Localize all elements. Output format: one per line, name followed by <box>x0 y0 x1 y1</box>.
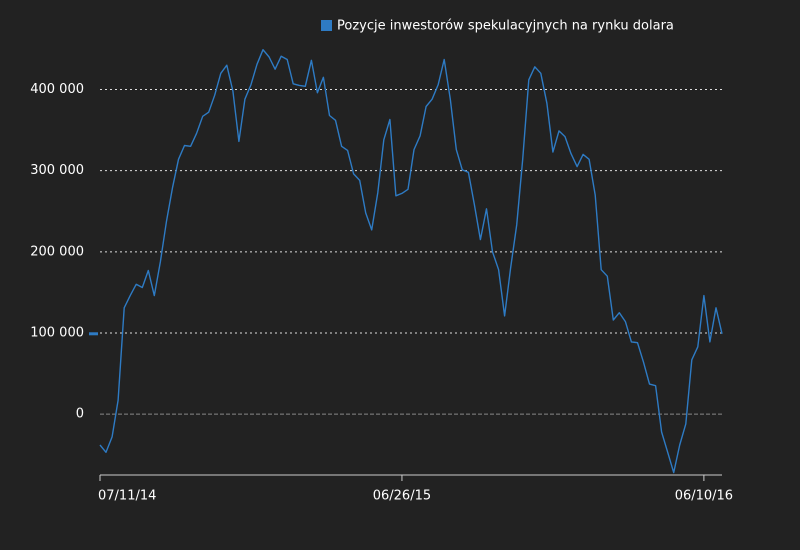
y-tick-label: 100 000 <box>30 325 84 340</box>
x-tick-label: 06/26/15 <box>373 489 431 504</box>
y-tick-label: 0 <box>76 407 84 422</box>
x-tick-label: 06/10/16 <box>675 489 733 504</box>
y-tick-label: 200 000 <box>30 244 84 259</box>
legend-label: Pozycje inwestorów spekulacyjnych na ryn… <box>337 19 674 34</box>
data-line <box>99 49 723 474</box>
last-value-marker <box>89 332 98 336</box>
y-tick-label: 400 000 <box>30 82 84 97</box>
y-tick-label: 300 000 <box>30 163 84 178</box>
x-tick-label: 07/11/14 <box>98 489 156 504</box>
legend-swatch <box>321 20 332 31</box>
